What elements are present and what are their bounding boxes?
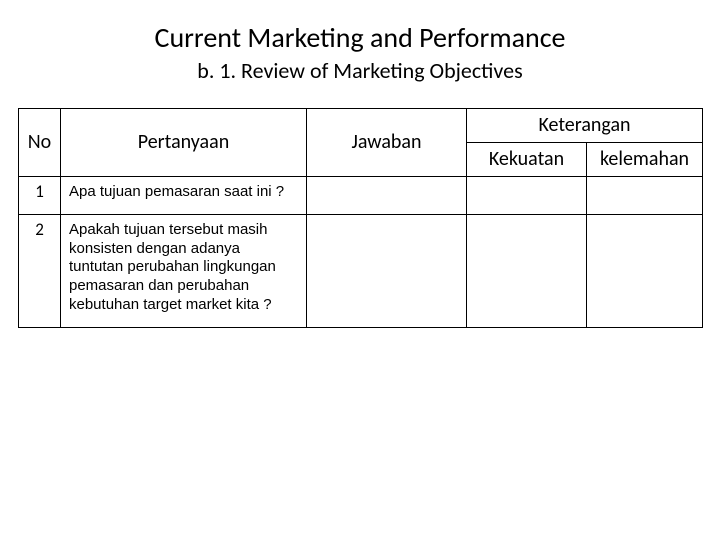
table-row: 2 Apakah tujuan tersebut masih konsisten… [19, 214, 703, 327]
page-title: Current Marketing and Performance [0, 20, 720, 55]
cell-weakness [587, 177, 703, 215]
cell-question: Apakah tujuan tersebut masih konsisten d… [61, 214, 307, 327]
col-header-remarks: Keterangan [467, 109, 703, 143]
col-header-question: Pertanyaan [61, 109, 307, 177]
cell-no: 2 [19, 214, 61, 327]
col-header-answer: Jawaban [307, 109, 467, 177]
col-header-weakness: kelemahan [587, 143, 703, 177]
cell-answer [307, 177, 467, 215]
cell-question: Apa tujuan pemasaran saat ini ? [61, 177, 307, 215]
objectives-table: No Pertanyaan Jawaban Keterangan Kekuata… [18, 108, 703, 328]
table-header-row-1: No Pertanyaan Jawaban Keterangan [19, 109, 703, 143]
cell-strength [467, 214, 587, 327]
slide: Current Marketing and Performance b. 1. … [0, 0, 720, 540]
page-subtitle: b. 1. Review of Marketing Objectives [0, 57, 720, 84]
table-row: 1 Apa tujuan pemasaran saat ini ? [19, 177, 703, 215]
col-header-no: No [19, 109, 61, 177]
cell-strength [467, 177, 587, 215]
cell-answer [307, 214, 467, 327]
cell-no: 1 [19, 177, 61, 215]
col-header-strength: Kekuatan [467, 143, 587, 177]
cell-weakness [587, 214, 703, 327]
